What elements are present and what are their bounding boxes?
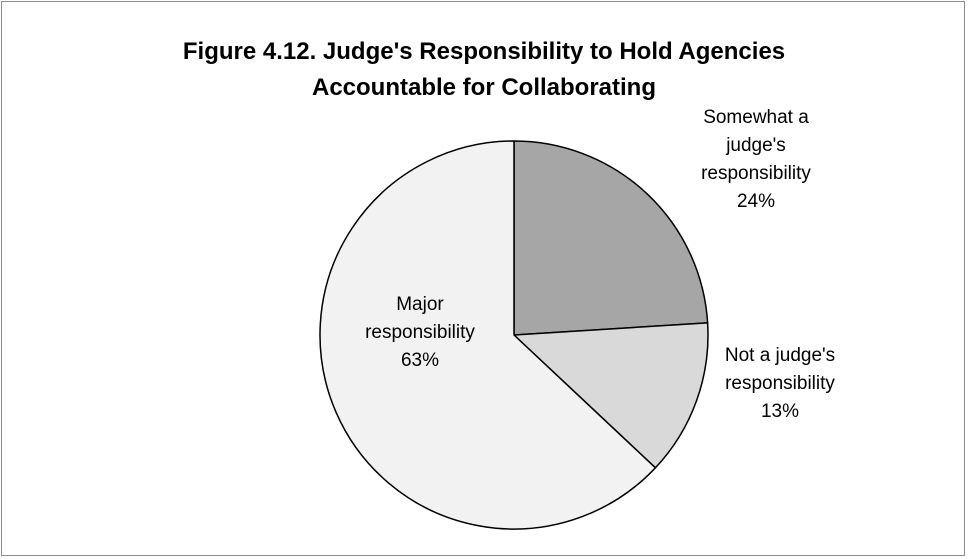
pie-slice-2 <box>319 140 657 530</box>
slice-label-line-1-0: Not a judge's <box>725 345 835 366</box>
slice-label-line-1-1: responsibility <box>725 373 835 394</box>
slice-label-2: Major responsibility 63% <box>365 294 475 371</box>
slice-label-line-0-1: judge's <box>725 135 786 156</box>
slice-value-label-0: 24% <box>737 191 775 212</box>
pie-slice-1 <box>513 322 709 469</box>
slice-label-line-2-1: responsibility <box>365 322 475 343</box>
pie-slices <box>319 140 709 530</box>
slice-label-line-0-0: Somewhat a <box>703 107 809 128</box>
slice-value-label-2: 63% <box>401 350 439 371</box>
slice-value-label-1: 13% <box>761 401 799 422</box>
pie-slice-0 <box>513 140 709 336</box>
slice-label-1: Not a judge's responsibility 13% <box>725 345 836 422</box>
pie-labels: Somewhat a judge's responsibility 24% Not a … <box>365 107 835 422</box>
chart-title: Figure 4.12. Judge's Responsibility to H… <box>2 34 966 106</box>
slice-label-line-2-0: Major <box>396 294 444 315</box>
slice-label-0: Somewhat a judge's responsibility 24% <box>701 107 811 212</box>
chart-title-line-1: Figure 4.12. Judge's Responsibility to H… <box>182 38 786 65</box>
chart-title-line-2: Accountable for Collaborating <box>311 74 656 101</box>
slice-label-line-0-2: responsibility <box>701 163 811 184</box>
